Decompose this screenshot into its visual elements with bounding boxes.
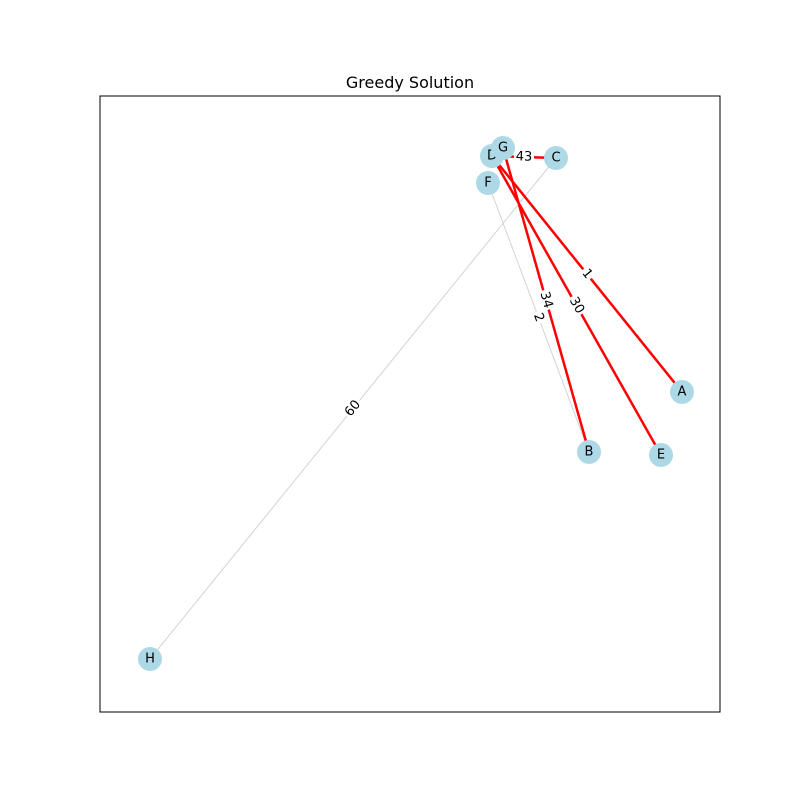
node-H: H bbox=[138, 647, 162, 671]
edges-layer bbox=[149, 147, 683, 660]
svg-text:60: 60 bbox=[342, 397, 364, 419]
plot-frame bbox=[99, 95, 721, 713]
svg-text:30: 30 bbox=[566, 295, 587, 317]
node-B: B bbox=[577, 440, 601, 464]
svg-text:E: E bbox=[657, 448, 665, 463]
svg-text:B: B bbox=[585, 445, 594, 460]
svg-text:34: 34 bbox=[537, 290, 556, 310]
node-C: C bbox=[544, 146, 568, 170]
edge-label-G-B: 34 bbox=[534, 287, 558, 313]
node-G: G bbox=[491, 136, 515, 160]
nodes-layer: A B C D E F G H bbox=[138, 136, 694, 671]
node-F: F bbox=[476, 171, 500, 195]
svg-text:43: 43 bbox=[515, 149, 532, 165]
svg-text:C: C bbox=[551, 151, 560, 166]
svg-text:A: A bbox=[678, 385, 687, 400]
edge-label-D-E: 30 bbox=[563, 292, 590, 319]
svg-text:D: D bbox=[487, 149, 497, 164]
edge-label-H-C: 60 bbox=[339, 395, 367, 422]
node-A: A bbox=[670, 380, 694, 404]
svg-text:H: H bbox=[145, 652, 155, 667]
edge-label-D-A: 1 bbox=[576, 263, 598, 285]
svg-text:G: G bbox=[498, 141, 508, 156]
node-E: E bbox=[649, 443, 673, 467]
edge-label-D-C: 43 bbox=[513, 147, 535, 167]
edge-labels-layer: 60 2 43 1 34 30 bbox=[339, 147, 598, 422]
edge-label-F-B: 2 bbox=[527, 308, 550, 327]
figure-title: Greedy Solution bbox=[346, 73, 474, 92]
svg-text:F: F bbox=[484, 176, 491, 191]
